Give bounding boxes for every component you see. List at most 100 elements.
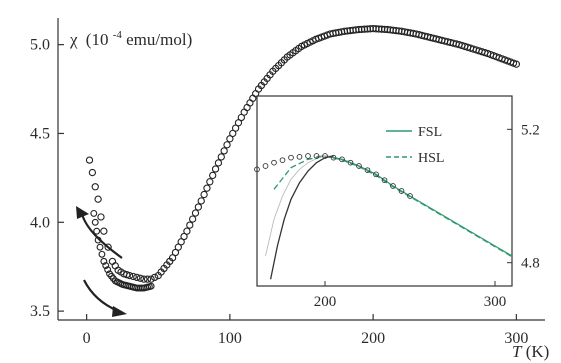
inset-data-point: [407, 193, 413, 199]
inset-data-point: [373, 171, 379, 178]
cooling-data-point: [223, 141, 231, 149]
inset-data-point: [271, 159, 277, 166]
cooling-data-point: [104, 243, 112, 251]
warming-arrowhead: [76, 206, 89, 219]
cooling-data-point: [200, 190, 208, 199]
main-data-points: [85, 25, 521, 292]
main-y-tick-label: 3.5: [30, 303, 50, 320]
inset-frame: [256, 95, 513, 287]
y-label-tail: emu/mol): [126, 30, 192, 49]
y-label-units: (10: [86, 30, 109, 49]
main-y-tick-label: 4.5: [30, 125, 50, 142]
cooling-arrow: [83, 279, 119, 313]
cooling-data-point: [100, 227, 108, 235]
inset-x-ticks: 200 300: [314, 281, 507, 310]
main-x-tick-label: 0: [83, 330, 91, 347]
inset-data-point: [390, 183, 396, 189]
cooling-data-point: [111, 262, 119, 270]
cooling-data-point: [197, 197, 205, 205]
inset-data-point: [313, 153, 320, 159]
warming-data-point: [96, 243, 104, 251]
inset-data-point: [262, 163, 269, 169]
warming-data-point: [91, 218, 99, 226]
warming-data-point: [147, 282, 155, 290]
cooling-data-point: [240, 108, 248, 116]
main-y-ticks: 3.5 4.0 4.5 5.0: [30, 37, 64, 320]
inset-fit-lines: [265, 155, 513, 280]
cooling-data-point: [151, 273, 159, 282]
x-label-units: (K): [526, 342, 550, 361]
warming-data-point: [93, 227, 101, 235]
inset-data-point: [381, 177, 388, 184]
warming-data-point: [98, 250, 106, 258]
cooling-data-point: [94, 195, 102, 203]
cooling-data-point: [143, 275, 152, 283]
cooling-data-point: [206, 178, 214, 186]
inset-data-point: [296, 153, 303, 160]
main-y-tick-label: 5.0: [30, 37, 50, 54]
inset-data-point: [288, 154, 294, 161]
cooling-arrowhead: [112, 306, 127, 317]
inset-y-tick-label: 4.8: [521, 256, 540, 272]
main-x-tick-label: 100: [218, 330, 242, 347]
inset-line-extra-2: [265, 155, 334, 257]
x-label-symbol: T: [512, 342, 523, 361]
inset-x-tick-label: 300: [484, 294, 507, 310]
main-x-tick-label: 300: [504, 330, 528, 347]
inset-plot: 200 300 4.8 5.2 FSL HSL: [254, 95, 540, 310]
cooling-data-point: [183, 227, 191, 235]
y-label-exponent: -4: [113, 29, 123, 41]
cooling-data-point: [211, 165, 220, 173]
cooling-data-point: [243, 103, 251, 112]
cooling-data-point: [246, 99, 254, 107]
warming-data-point: [90, 209, 98, 217]
cooling-data-point: [186, 221, 194, 229]
warming-data-point: [102, 262, 110, 269]
inset-y-tick-label: 5.2: [521, 122, 540, 138]
inset-data-point: [322, 153, 328, 159]
cooling-data-point: [214, 159, 223, 167]
inset-data-point: [305, 153, 311, 159]
legend-fsl-label: FSL: [418, 125, 442, 140]
main-x-ticks: 0 100 200 300: [83, 314, 528, 347]
cooling-data-point: [512, 60, 521, 68]
inset-data-point: [339, 156, 345, 163]
cooling-data-point: [88, 168, 97, 177]
warming-data-point: [100, 257, 108, 265]
cooling-data-point: [147, 275, 155, 283]
cooling-data-point: [194, 203, 203, 211]
x-axis-label: T (K): [512, 342, 549, 361]
warming-arrow: [80, 213, 123, 259]
cooling-data-point: [129, 272, 137, 281]
main-x-tick-label: 200: [361, 330, 385, 347]
inset-line-extra-3: [269, 155, 334, 280]
cooling-data-point: [97, 213, 105, 221]
cooling-data-point: [220, 147, 228, 155]
main-arrows: [76, 206, 127, 317]
cooling-data-point: [85, 156, 94, 164]
inset-data-point: [364, 167, 371, 174]
cooling-data-point: [125, 271, 134, 280]
cooling-data-point: [209, 171, 217, 180]
cooling-data-point: [203, 184, 211, 192]
inset-data-point: [254, 166, 260, 173]
y-label-symbol: χ: [69, 30, 78, 49]
inset-data-points: [254, 153, 413, 199]
inset-data-point: [330, 154, 337, 161]
inset-legend: FSL HSL: [386, 125, 444, 166]
cooling-data-point: [108, 257, 117, 266]
cooling-data-point: [140, 275, 148, 283]
cooling-data-point: [217, 153, 225, 161]
inset-line-hsl: [273, 155, 513, 258]
cooling-data-point: [188, 215, 197, 223]
inset-x-tick-label: 200: [314, 294, 337, 310]
y-axis-label: χ (10 -4 emu/mol): [69, 23, 192, 49]
cooling-data-point: [133, 273, 141, 282]
cooling-data-point: [136, 274, 145, 282]
inset-y-ticks: 4.8 5.2: [507, 122, 540, 272]
inset-data-point: [356, 163, 362, 169]
legend-hsl-label: HSL: [418, 151, 444, 166]
main-plot: 0 100 200 300 3.5 4.0 4.5 5.0 χ (10 -4 emu/mol…: [30, 18, 549, 361]
inset-data-point: [279, 157, 286, 164]
